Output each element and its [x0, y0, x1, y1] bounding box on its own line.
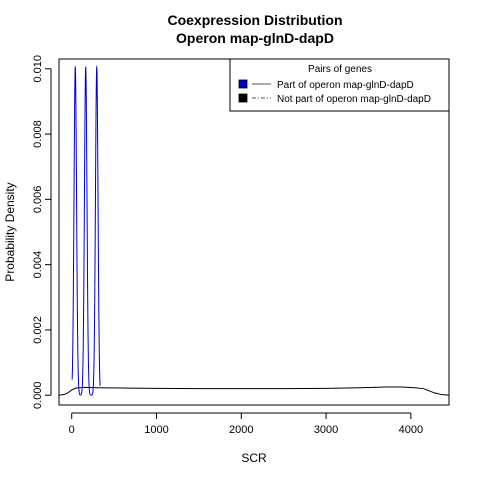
legend-swatch-1: [238, 93, 248, 103]
y-tick-label: 0.006: [32, 186, 44, 214]
series-layer: [58, 65, 450, 396]
legend-title: Pairs of genes: [308, 64, 372, 75]
legend-swatch-0: [238, 79, 248, 89]
y-tick-label: 0.010: [32, 55, 44, 83]
legend-box: [229, 58, 450, 112]
series-line-not-part-of-operon: [58, 386, 450, 396]
x-tick-label: 2000: [229, 424, 253, 436]
chart-subtitle: Operon map-glnD-dapD: [176, 30, 334, 46]
x-axis: 0 1000 2000 3000 4000: [69, 412, 423, 436]
x-tick-label: 3000: [314, 424, 338, 436]
legend: Pairs of genes Part of operon map-glnD-d…: [229, 58, 450, 112]
y-tick-label: 0.000: [32, 381, 44, 409]
chart-title: Coexpression Distribution: [167, 12, 342, 28]
legend-entry-1: Not part of operon map-glnD-dapD: [277, 94, 431, 105]
x-axis-label: SCR: [241, 451, 267, 465]
y-tick-label: 0.004: [32, 251, 44, 279]
x-tick-label: 1000: [144, 424, 168, 436]
series-line-part-of-operon: [71, 65, 101, 396]
x-tick-label: 0: [69, 424, 75, 436]
y-tick-label: 0.008: [32, 120, 44, 148]
y-axis: 0.000 0.002 0.004 0.006 0.008 0.010: [32, 55, 52, 409]
y-axis-label: Probability Density: [3, 182, 17, 281]
legend-entry-0: Part of operon map-glnD-dapD: [277, 80, 414, 91]
x-tick-label: 4000: [399, 424, 423, 436]
y-tick-label: 0.002: [32, 316, 44, 344]
